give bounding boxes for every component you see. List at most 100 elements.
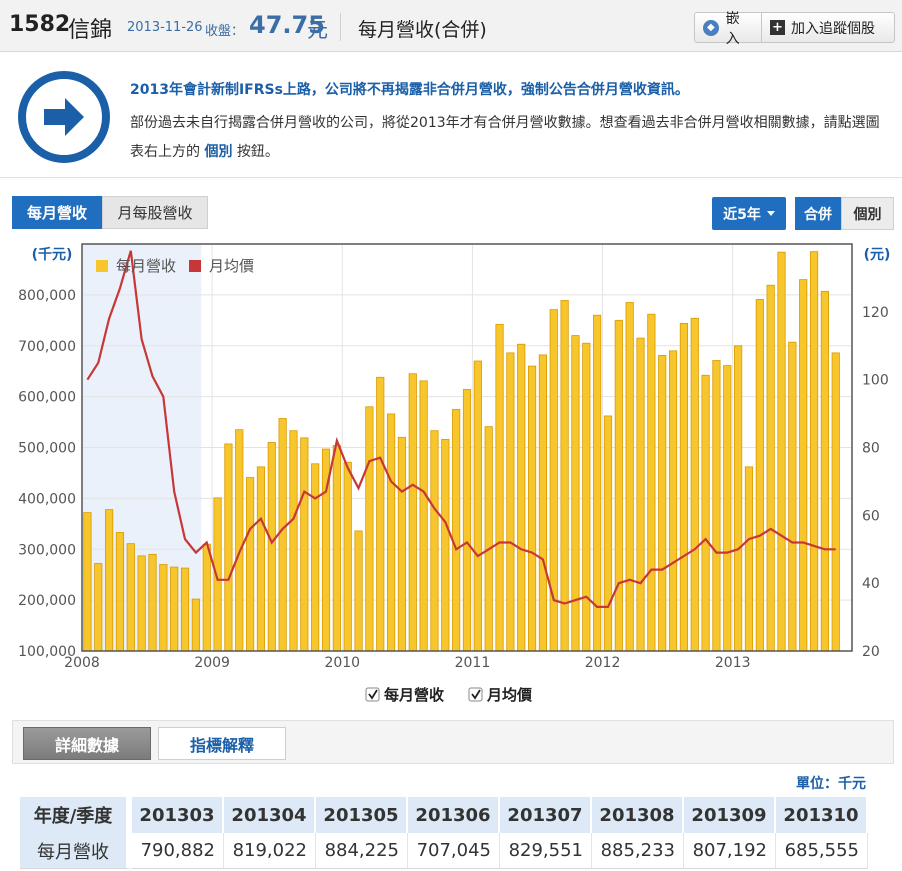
individual-toggle[interactable]: 個別: [841, 197, 894, 230]
y-right-tick-label: 100: [862, 373, 889, 389]
revenue-bar: [191, 598, 200, 652]
table-cell: 807,192: [684, 833, 776, 869]
revenue-bar: [126, 543, 135, 652]
embed-label: 嵌入: [725, 10, 740, 47]
y-right-tick-label: 120: [862, 305, 889, 321]
stock-name: 信錦: [68, 18, 113, 43]
embed-icon: ◆: [703, 19, 719, 36]
revenue-bar: [658, 355, 667, 652]
revenue-bar: [441, 438, 450, 652]
header-divider: [340, 13, 341, 41]
table-row: 每月營收 790,882 819,022 884,225 707,045 829,551…: [20, 833, 868, 869]
y-left-tick-label: 400,000: [18, 491, 76, 507]
revenue-bar: [376, 376, 385, 652]
page-title: 每月營收(合併): [358, 19, 487, 41]
plus-icon: +: [770, 20, 785, 35]
revenue-bar: [300, 437, 309, 652]
y-left-tick-label: 800,000: [18, 288, 76, 304]
revenue-bar: [506, 352, 515, 652]
legend-swatch-price: [189, 260, 201, 272]
quote-date: 2013-11-26: [127, 20, 203, 35]
plot-border: [81, 243, 853, 652]
table-cell: 819,022: [224, 833, 316, 869]
revenue-bar: [582, 342, 591, 652]
revenue-bar: [94, 563, 103, 652]
tab-monthly-eps-revenue[interactable]: 月每股營收: [102, 196, 208, 229]
legend-swatch-revenue: [96, 260, 108, 272]
y-left-tick-label: 100,000: [18, 644, 76, 660]
tab-indicator-explain[interactable]: 指標解釋: [158, 727, 286, 760]
arrow-right-icon: [18, 71, 110, 163]
individual-link[interactable]: 個別: [204, 144, 233, 160]
revenue-bar: [256, 466, 266, 652]
tab-monthly-revenue[interactable]: 每月營收: [12, 196, 102, 229]
y-left-tick-label: 600,000: [18, 390, 76, 406]
revenue-bar: [452, 408, 461, 652]
caret-down-icon: [766, 211, 775, 216]
table-header-row: 年度/季度 201303 201304 201305 201306 201307 2013…: [20, 797, 868, 833]
revenue-bar: [820, 290, 829, 652]
y-left-axis-unit: (千元): [32, 246, 73, 263]
check-icon: [368, 689, 378, 700]
y-left-tick-label: 200,000: [18, 593, 76, 609]
table-corner-header: 年度/季度: [20, 797, 132, 833]
revenue-bar: [538, 354, 548, 652]
revenue-bar: [343, 461, 352, 652]
y-right-tick-label: 40: [862, 576, 880, 592]
revenue-bar: [419, 380, 428, 652]
revenue-bar: [560, 300, 569, 652]
y-right-axis-unit: (元): [864, 247, 891, 263]
revenue-bar: [311, 463, 320, 652]
close-price: 47.75: [249, 11, 325, 39]
revenue-bar: [495, 323, 504, 652]
revenue-bar: [430, 430, 439, 652]
revenue-bar: [115, 532, 125, 652]
revenue-bar: [831, 352, 840, 652]
table-cell: 884,225: [316, 833, 408, 869]
track-stock-button[interactable]: + 加入追蹤個股: [761, 12, 895, 43]
revenue-bar: [723, 365, 732, 652]
x-tick-label: 2011: [455, 655, 491, 671]
revenue-bar: [788, 341, 797, 652]
check-icon: [471, 689, 481, 700]
revenue-bar: [734, 345, 743, 652]
revenue-bar: [744, 466, 754, 652]
range-label: 近5年: [723, 206, 761, 223]
revenue-bar: [170, 566, 179, 652]
revenue-bar: [235, 429, 244, 652]
legend-label-revenue: 每月營收: [116, 257, 176, 275]
revenue-bar: [408, 373, 417, 652]
revenue-bar: [799, 279, 808, 652]
embed-button[interactable]: ◆ 嵌入: [694, 11, 762, 47]
revenue-bar: [603, 415, 613, 652]
tab-detail-data[interactable]: 詳細數據: [23, 727, 151, 760]
revenue-bar: [809, 251, 819, 652]
revenue-bar: [766, 284, 775, 652]
revenue-bar: [278, 418, 287, 652]
revenue-bar: [484, 426, 493, 652]
revenue-bar: [636, 337, 645, 652]
price-checkbox: [468, 687, 483, 702]
consolidated-toggle[interactable]: 合併: [795, 197, 841, 230]
revenue-bar: [571, 335, 580, 652]
track-label: 加入追蹤個股: [791, 20, 875, 37]
table-cell: 885,233: [592, 833, 684, 869]
avg-price-line: [86, 250, 836, 608]
revenue-bar: [614, 319, 623, 652]
y-right-tick-label: 80: [862, 441, 880, 457]
unit-label: 單位：千元: [796, 776, 866, 792]
range-dropdown[interactable]: 近5年: [712, 197, 786, 230]
revenue-bar: [755, 299, 764, 652]
revenue-bar: [462, 389, 472, 652]
x-tick-label: 2009: [194, 655, 230, 671]
notice-text: 部份過去未自行揭露合併月營收的公司，將從2013年才有合併月營收數據。想查看過去…: [130, 115, 880, 160]
revenue-bar: [527, 365, 537, 652]
x-tick-label: 2013: [715, 655, 751, 671]
table-column-header: 201306: [408, 797, 500, 833]
table-column-header: 201304: [224, 797, 316, 833]
table-cell: 790,882: [132, 833, 224, 869]
revenue-bar: [647, 313, 656, 652]
revenue-bar: [332, 445, 341, 652]
close-label: 收盤：: [205, 24, 245, 39]
